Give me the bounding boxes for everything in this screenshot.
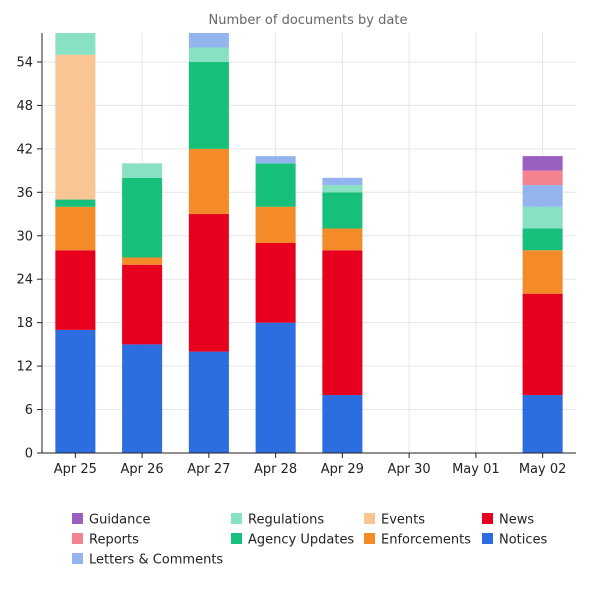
- legend-label-notices: Notices: [499, 533, 548, 548]
- bar-segment-news: [55, 250, 96, 330]
- bars: [55, 33, 563, 453]
- bar-segment-agency-updates: [55, 199, 96, 207]
- legend-swatch-events: [364, 513, 375, 524]
- bar-segment-notices: [255, 322, 296, 453]
- y-tick-label: 6: [25, 403, 33, 418]
- y-tick-label: 48: [16, 99, 33, 114]
- legend-label-reports: Reports: [89, 533, 139, 548]
- y-tick-label: 18: [16, 316, 33, 331]
- legend-swatch-reports: [72, 533, 83, 544]
- axes: 0 6 12 18 24 30 36 42 48 54 Apr 25 Apr 26 Apr 27 Apr …: [16, 33, 576, 477]
- bar-segment-notices: [55, 329, 96, 453]
- legend-swatch-notices: [482, 533, 493, 544]
- bar-segment-agency-updates: [122, 177, 163, 258]
- bar-segment-notices: [122, 344, 163, 453]
- y-tick-label: 36: [16, 186, 33, 201]
- bar-segment-notices: [188, 351, 229, 453]
- y-tick-label: 30: [16, 229, 33, 244]
- legend-swatch-guidance: [72, 513, 83, 524]
- bar-segment-agency-updates: [522, 228, 563, 251]
- legend-swatch-enforcements: [364, 533, 375, 544]
- y-tick-label: 54: [16, 55, 33, 70]
- legend-swatch-news: [482, 513, 493, 524]
- bar-segment-regulations: [122, 163, 163, 178]
- y-tick-label: 0: [25, 447, 33, 462]
- bar-segment-news: [322, 250, 363, 396]
- bar-segment-letters-comments: [255, 156, 296, 164]
- bar-segment-agency-updates: [322, 192, 363, 229]
- bar-segment-events: [55, 54, 96, 200]
- bar-segment-enforcements: [522, 250, 563, 294]
- legend-label-letters-comments: Letters & Comments: [89, 553, 223, 568]
- bar-segment-news: [122, 264, 163, 345]
- bar-segment-news: [255, 243, 296, 323]
- bar-segment-letters-comments: [522, 185, 563, 207]
- bar-segment-reports: [522, 170, 563, 186]
- x-tick-label: Apr 26: [121, 462, 164, 477]
- bar-segment-enforcements: [122, 257, 163, 265]
- bar-segment-letters-comments: [188, 33, 229, 48]
- bar-segment-news: [188, 214, 229, 352]
- x-tick-label: Apr 29: [321, 462, 364, 477]
- y-tick-label: 24: [16, 273, 33, 288]
- bar-segment-guidance: [522, 156, 563, 171]
- bar-segment-news: [522, 293, 563, 396]
- legend-label-news: News: [499, 513, 534, 528]
- x-tick-label: Apr 30: [388, 462, 431, 477]
- x-tick-label: May 01: [452, 462, 500, 477]
- x-tick-label: Apr 28: [254, 462, 297, 477]
- legend: Guidance Regulations Events News Reports Agen…: [72, 513, 548, 568]
- chart-title: Number of documents by date: [209, 13, 408, 28]
- legend-label-regulations: Regulations: [248, 513, 324, 528]
- legend-swatch-letters-comments: [72, 553, 83, 564]
- legend-swatch-agency-updates: [231, 533, 242, 544]
- x-tick-label: Apr 25: [54, 462, 97, 477]
- bar-segment-enforcements: [55, 206, 96, 251]
- legend-label-guidance: Guidance: [89, 513, 151, 528]
- bar-segment-regulations: [55, 33, 96, 55]
- bar-segment-agency-updates: [188, 61, 229, 149]
- bar-segment-agency-updates: [255, 163, 296, 207]
- bar-segment-notices: [322, 395, 363, 453]
- legend-label-events: Events: [381, 513, 425, 528]
- x-tick-label: Apr 27: [187, 462, 230, 477]
- y-tick-label: 42: [16, 142, 33, 157]
- legend-swatch-regulations: [231, 513, 242, 524]
- bar-segment-enforcements: [188, 148, 229, 215]
- bar-segment-enforcements: [322, 228, 363, 251]
- bar-segment-regulations: [522, 206, 563, 229]
- bar-segment-regulations: [322, 185, 363, 193]
- y-tick-label: 12: [16, 360, 33, 375]
- x-tick-label: May 02: [519, 462, 567, 477]
- bar-segment-enforcements: [255, 206, 296, 243]
- legend-label-agency-updates: Agency Updates: [248, 533, 354, 548]
- bar-segment-regulations: [188, 47, 229, 62]
- bar-segment-letters-comments: [322, 177, 363, 186]
- bar-segment-notices: [522, 395, 563, 453]
- legend-label-enforcements: Enforcements: [381, 533, 471, 548]
